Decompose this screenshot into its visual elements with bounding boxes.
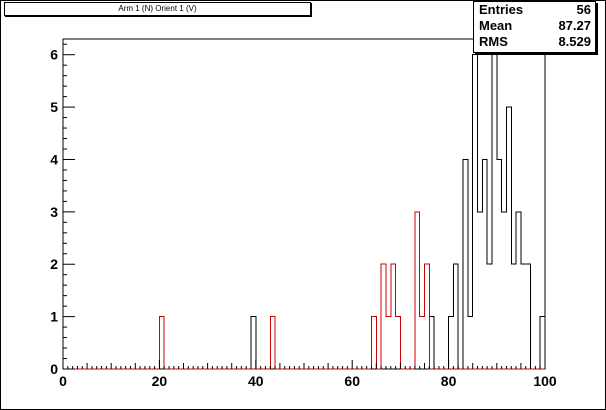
stats-box: Entries 56 Mean 87.27 RMS 8.529 [473,1,596,53]
y-tick-label-6: 6 [50,47,58,63]
series-0-bin-88 [487,264,492,369]
series-0-bin-95 [521,264,526,369]
y-tick-label-1: 1 [50,309,58,325]
series-1-bin-75 [425,264,430,369]
series-0-bin-81 [453,264,458,369]
x-tick-label-0: 0 [59,373,67,389]
series-0-bin-86 [478,212,483,369]
series-0-bin-94 [516,212,521,369]
series-0-bin-76 [429,317,434,369]
x-tick-label-100: 100 [533,373,557,389]
series-1-bin-64 [371,317,376,369]
series-0-bin-84 [468,317,473,369]
series-0-bin-39 [251,317,256,369]
y-tick-label-0: 0 [50,361,58,377]
series-1-bin-67 [386,317,391,369]
stats-mean-value: 87.27 [558,18,591,33]
stats-row-rms: RMS 8.529 [474,34,595,50]
histogram-title: Arm 1 (N) Orient 1 (V) [4,2,311,16]
series-1-bin-68 [391,264,396,369]
series-0-bin-92 [506,107,511,369]
series-1-bin-66 [381,264,386,369]
y-tick-label-5: 5 [50,99,58,115]
series-0-bin-87 [482,159,487,369]
stats-rms-label: RMS [479,34,508,49]
series-1-bin-74 [420,317,425,369]
series-1-bin-73 [415,212,420,369]
axis-layer: 0 20 40 60 80 100 0 1 2 3 4 5 6 [50,43,557,389]
series-layer [63,54,545,370]
x-tick-label-40: 40 [248,373,264,389]
series-0-bin-91 [502,212,507,369]
x-tick-label-20: 20 [152,373,168,389]
stats-row-mean: Mean 87.27 [474,18,595,34]
series-0-bin-99 [540,317,545,369]
stats-rms-value: 8.529 [558,34,591,49]
series-0-bin-93 [511,264,516,369]
stats-entries-value: 56 [576,2,591,17]
series-0-bin-96 [526,264,531,369]
series-0-bin-90 [497,159,502,369]
stats-mean-label: Mean [479,18,513,33]
series-1-bin-69 [396,317,401,369]
y-tick-label-3: 3 [50,204,58,220]
y-tick-label-4: 4 [50,151,58,167]
series-1-outline [63,211,545,370]
x-tick-label-80: 80 [441,373,457,389]
series-0-bin-83 [463,159,468,369]
stats-entries-label: Entries [479,2,524,17]
x-tick-label-60: 60 [344,373,360,389]
series-0-bin-80 [449,317,454,369]
series-0-bin-85 [473,55,478,369]
series-1-bin-43 [270,317,275,369]
y-tick-label-2: 2 [50,256,58,272]
stats-row-entries: Entries 56 [474,2,595,18]
series-0-bin-89 [492,55,497,369]
series-1-bin-20 [159,317,164,369]
